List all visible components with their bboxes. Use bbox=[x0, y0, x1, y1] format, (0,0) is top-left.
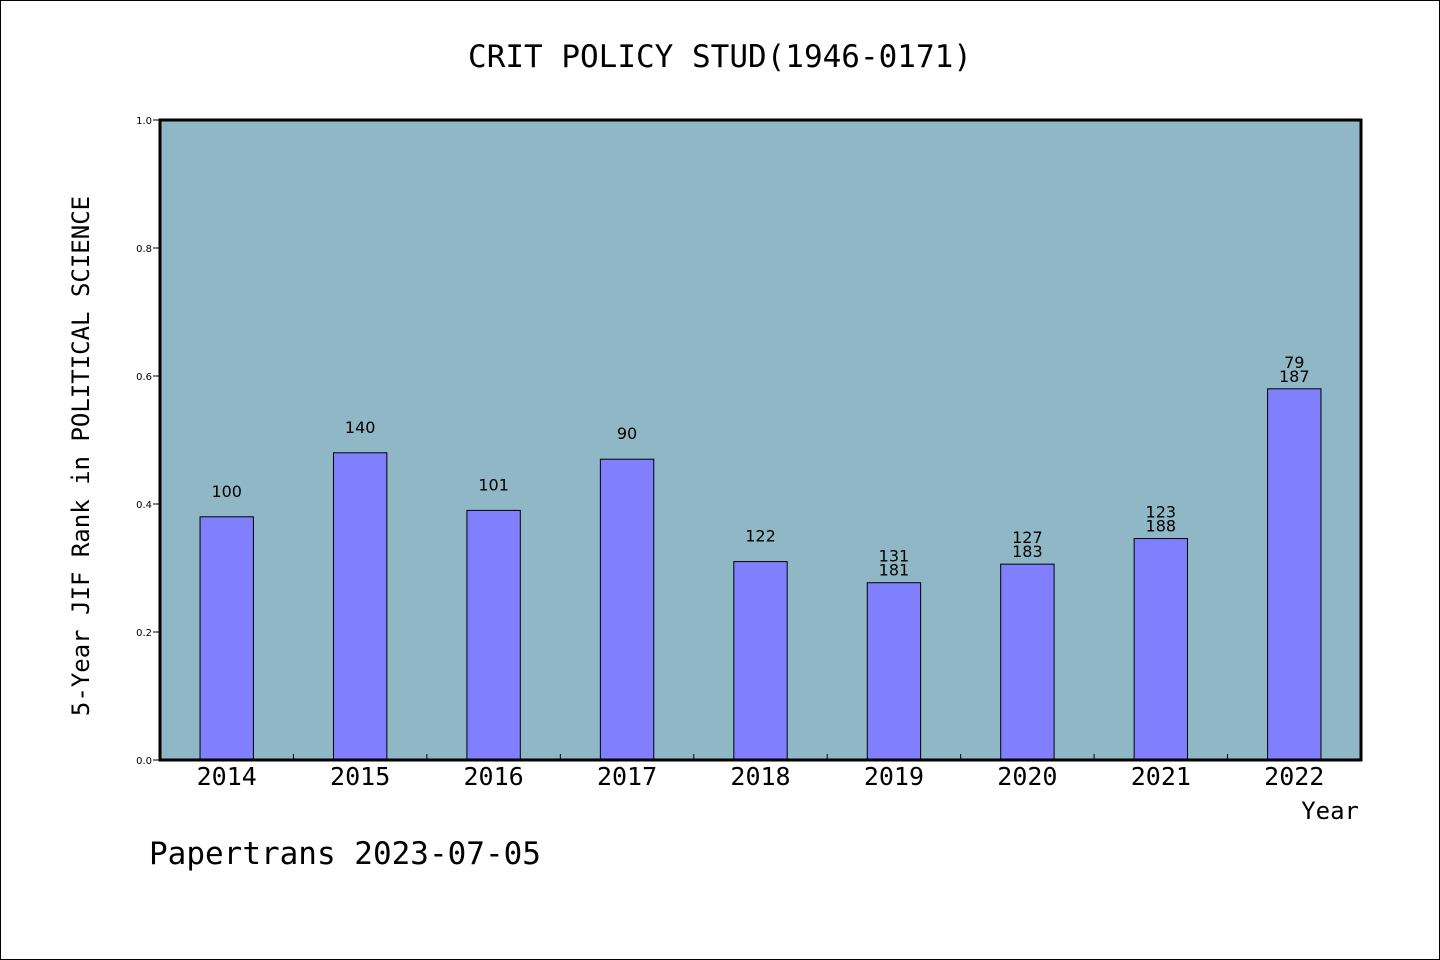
x-tick-label: 2014 bbox=[197, 762, 257, 791]
bar-2021 bbox=[1133, 538, 1189, 761]
x-tick-label: 2015 bbox=[330, 762, 390, 791]
bar-2020 bbox=[1000, 563, 1055, 761]
y-axis-label: 5-Year JIF Rank in POLITICAL SCIENCE bbox=[67, 196, 95, 716]
y-tick-label: 0.4 bbox=[136, 500, 152, 511]
bar-2016 bbox=[466, 509, 521, 761]
x-tick-label: 2020 bbox=[997, 762, 1057, 791]
footer-credit: Papertrans 2023-07-05 bbox=[149, 836, 541, 872]
bar-value-label: 188 bbox=[1146, 517, 1177, 536]
bar-value-label: 90 bbox=[617, 424, 637, 443]
bars-group bbox=[199, 388, 1322, 761]
bar-value-label: 181 bbox=[879, 561, 910, 580]
bar-2015 bbox=[332, 452, 388, 761]
bar-value-label: 127 bbox=[1012, 528, 1043, 547]
bar-value-label: 122 bbox=[745, 527, 776, 546]
x-tick-label: 2016 bbox=[464, 762, 524, 791]
bar-value-label: 100 bbox=[211, 482, 242, 501]
y-tick-label: 1.0 bbox=[136, 116, 152, 127]
x-axis-label: Year bbox=[1301, 797, 1359, 825]
bar-2019 bbox=[866, 582, 922, 761]
bar-value-label: 79 bbox=[1284, 353, 1304, 372]
bar-2022 bbox=[1267, 388, 1322, 761]
bar-value-label: 183 bbox=[1012, 542, 1043, 561]
y-tick-label: 0.2 bbox=[136, 628, 152, 639]
x-tick-label: 2018 bbox=[730, 762, 790, 791]
bar-2018 bbox=[733, 561, 788, 761]
y-tick-label: 0.6 bbox=[136, 372, 152, 383]
x-tick-label: 2021 bbox=[1131, 762, 1191, 791]
bar-2017 bbox=[599, 458, 655, 761]
bar-value-label: 131 bbox=[879, 547, 910, 566]
x-tick-label: 2019 bbox=[864, 762, 924, 791]
bar-value-label: 140 bbox=[345, 418, 376, 437]
bar-2014 bbox=[199, 516, 254, 761]
y-tick-label: 0.8 bbox=[136, 244, 152, 255]
y-axis: 0.0 0.2 0.4 0.6 0.8 1.0 bbox=[136, 116, 160, 767]
x-tick-label: 2017 bbox=[597, 762, 657, 791]
chart-title: CRIT POLICY STUD(1946-0171) bbox=[468, 39, 972, 75]
x-axis: 2014 2015 2016 2017 2018 2019 2020 2021 2022 bbox=[197, 754, 1324, 791]
bar-value-label: 187 bbox=[1279, 367, 1310, 386]
bar-value-label: 123 bbox=[1146, 503, 1177, 522]
plot-frame bbox=[158, 118, 1363, 762]
x-tick-label: 2022 bbox=[1264, 762, 1324, 791]
y-tick-label: 0.0 bbox=[136, 756, 152, 767]
bar-value-label: 101 bbox=[478, 475, 509, 494]
